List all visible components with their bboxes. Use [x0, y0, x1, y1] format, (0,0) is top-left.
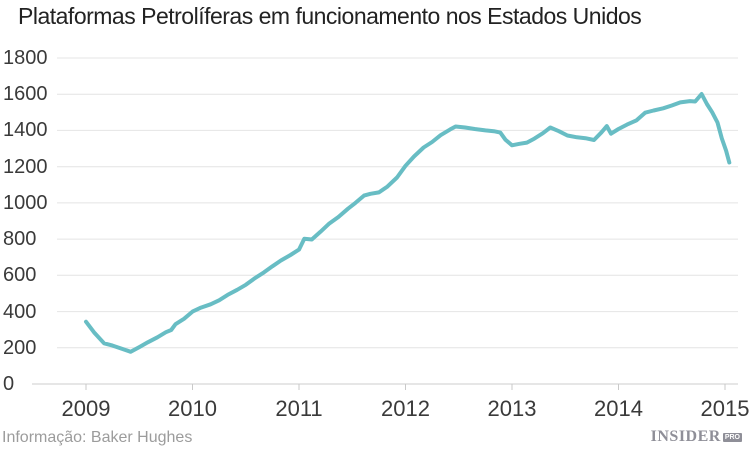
logo-text: INSIDER: [650, 428, 721, 445]
y-axis-label: 1000: [3, 191, 48, 214]
chart-title: Plataformas Petrolíferas em funcionament…: [18, 3, 642, 29]
logo-badge: PRO: [722, 432, 742, 442]
x-axis-label: 2015: [700, 396, 750, 421]
x-axis-label: 2013: [487, 396, 537, 421]
y-axis-label: 1200: [3, 155, 48, 178]
y-axis-label: 1800: [3, 47, 48, 69]
y-axis-label: 400: [3, 300, 37, 323]
y-axis-label: 0: [3, 373, 15, 395]
source-attribution: Informação: Baker Hughes: [2, 429, 193, 446]
y-axis-label: 200: [3, 336, 37, 359]
x-axis-label: 2014: [594, 396, 643, 421]
x-axis-ticks: [85, 384, 726, 390]
y-axis-label: 800: [3, 228, 37, 251]
data-line: [84, 92, 732, 354]
x-axis-label: 2010: [168, 396, 217, 421]
y-axis-label: 600: [3, 264, 37, 287]
x-axis-label: 2011: [275, 396, 323, 421]
insider-pro-logo: INSIDER PRO: [651, 428, 742, 446]
x-axis-label: 2012: [381, 396, 430, 421]
x-axis-label: 2009: [61, 396, 111, 421]
gridlines: [32, 57, 738, 385]
rig-count-line: [84, 92, 732, 354]
y-axis-label: 1600: [3, 83, 48, 106]
y-axis-label: 1400: [3, 119, 48, 142]
